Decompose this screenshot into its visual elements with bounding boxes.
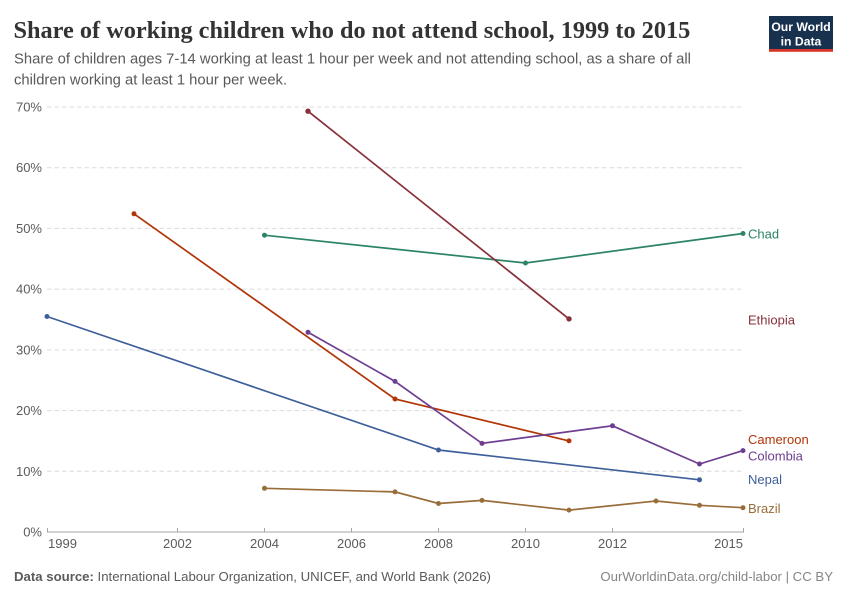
svg-text:Colombia: Colombia bbox=[748, 449, 804, 464]
svg-text:50%: 50% bbox=[16, 221, 42, 236]
svg-text:2006: 2006 bbox=[337, 536, 366, 551]
svg-text:2015: 2015 bbox=[714, 536, 743, 551]
svg-text:20%: 20% bbox=[16, 403, 42, 418]
svg-text:Share of children ages 7-14 wo: Share of children ages 7-14 working at l… bbox=[14, 52, 691, 68]
svg-text:Cameroon: Cameroon bbox=[748, 432, 809, 447]
svg-text:10%: 10% bbox=[16, 464, 42, 479]
svg-text:0%: 0% bbox=[23, 525, 42, 540]
svg-text:2008: 2008 bbox=[424, 536, 453, 551]
svg-text:2010: 2010 bbox=[511, 536, 540, 551]
svg-text:Data source: International Lab: Data source: International Labour Organi… bbox=[14, 569, 491, 584]
svg-text:40%: 40% bbox=[16, 282, 42, 297]
svg-text:2004: 2004 bbox=[250, 536, 279, 551]
svg-text:2002: 2002 bbox=[163, 536, 192, 551]
svg-text:children working at least 1 ho: children working at least 1 hour per wee… bbox=[14, 73, 287, 89]
svg-text:OurWorldinData.org/child-labor: OurWorldinData.org/child-labor | CC BY bbox=[600, 569, 833, 584]
svg-text:Chad: Chad bbox=[748, 227, 779, 242]
svg-text:60%: 60% bbox=[16, 160, 42, 175]
svg-text:Our World: Our World bbox=[771, 20, 830, 34]
svg-text:Nepal: Nepal bbox=[748, 472, 782, 487]
svg-text:in Data: in Data bbox=[781, 35, 822, 49]
svg-text:70%: 70% bbox=[16, 100, 42, 115]
svg-text:30%: 30% bbox=[16, 342, 42, 357]
svg-text:Ethiopia: Ethiopia bbox=[748, 313, 796, 328]
svg-text:2012: 2012 bbox=[598, 536, 627, 551]
svg-text:1999: 1999 bbox=[48, 536, 77, 551]
svg-text:Share of working children who: Share of working children who do not att… bbox=[14, 17, 691, 44]
svg-text:Brazil: Brazil bbox=[748, 501, 781, 516]
